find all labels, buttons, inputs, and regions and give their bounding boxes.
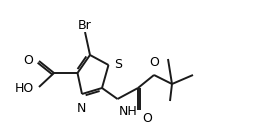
Text: O: O bbox=[24, 55, 34, 68]
Text: HO: HO bbox=[14, 82, 34, 95]
Text: NH: NH bbox=[118, 105, 137, 118]
Text: O: O bbox=[149, 56, 159, 69]
Text: O: O bbox=[142, 112, 152, 125]
Text: S: S bbox=[114, 58, 122, 71]
Text: N: N bbox=[77, 102, 86, 115]
Text: Br: Br bbox=[78, 19, 92, 32]
